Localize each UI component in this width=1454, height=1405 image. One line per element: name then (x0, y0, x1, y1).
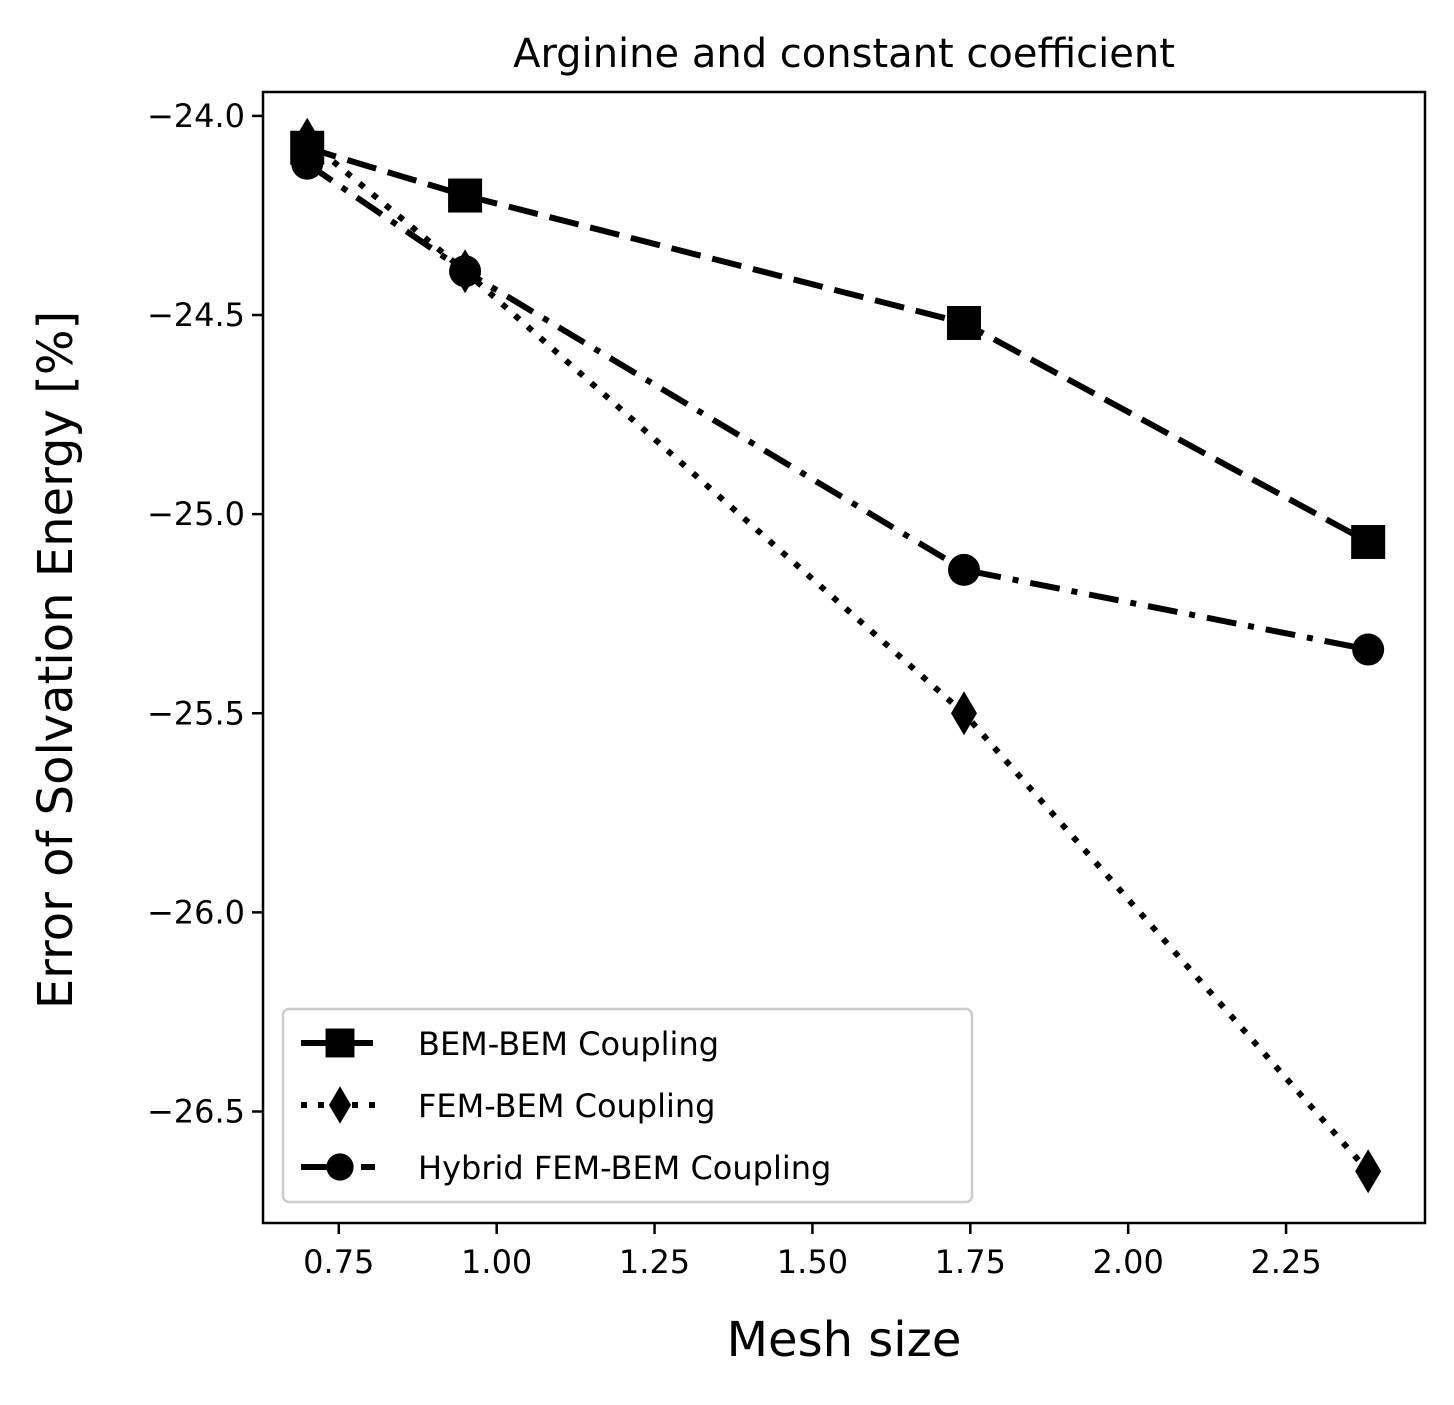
y-tick-label: −24.5 (147, 296, 245, 334)
x-tick-label: 2.00 (1093, 1243, 1164, 1281)
legend-marker-2 (328, 1086, 352, 1124)
series-line-3 (305, 161, 1369, 653)
y-tick-label: −24.0 (147, 97, 245, 135)
series-3-marker-4 (1352, 633, 1385, 666)
series-3-marker-1 (291, 147, 324, 180)
plot-area (290, 117, 1386, 1194)
series-2-marker-4 (1355, 1149, 1382, 1194)
x-tick-label: 1.75 (935, 1243, 1006, 1281)
x-axis-title: Mesh size (727, 1312, 962, 1368)
legend-label-3: Hybrid FEM-BEM Coupling (418, 1149, 831, 1187)
legend-marker-3 (326, 1153, 354, 1181)
x-tick-label: 1.00 (461, 1243, 532, 1281)
series-line-1 (306, 144, 1370, 545)
series-3-marker-3 (947, 553, 980, 586)
y-tick-label: −26.0 (147, 893, 245, 931)
y-tick-label: −26.5 (147, 1092, 245, 1130)
series-1-marker-3 (946, 305, 981, 340)
series-1-marker-2 (448, 178, 483, 213)
legend-box (281, 1007, 974, 1204)
chart-title: Arginine and constant coefficient (513, 31, 1175, 77)
x-tick-label: 1.50 (777, 1243, 848, 1281)
plot-frame (261, 90, 1427, 1225)
x-tick-label: 0.75 (303, 1243, 374, 1281)
legend: BEM-BEM Coupling FEM-BEM Coupling Hybrid F… (281, 1007, 974, 1204)
legend-label-1: BEM-BEM Coupling (418, 1025, 719, 1063)
series-2-marker-3 (950, 691, 977, 736)
legend-label-2: FEM-BEM Coupling (418, 1087, 715, 1125)
series-3-marker-2 (449, 255, 482, 288)
axes: 0.75 1.00 1.25 1.50 1.75 2.00 2.25 −24.0 −24.5 −2… (147, 90, 1427, 1281)
x-tick-label: 2.25 (1250, 1243, 1321, 1281)
y-tick-label: −25.5 (147, 694, 245, 732)
y-axis-title: Error of Solvation Energy [%] (28, 311, 84, 1009)
legend-marker-1 (325, 1028, 355, 1058)
series-1-marker-4 (1351, 525, 1386, 560)
y-tick-label: −25.0 (147, 495, 245, 533)
x-tick-label: 1.25 (619, 1243, 690, 1281)
series-line-2 (305, 137, 1371, 1174)
